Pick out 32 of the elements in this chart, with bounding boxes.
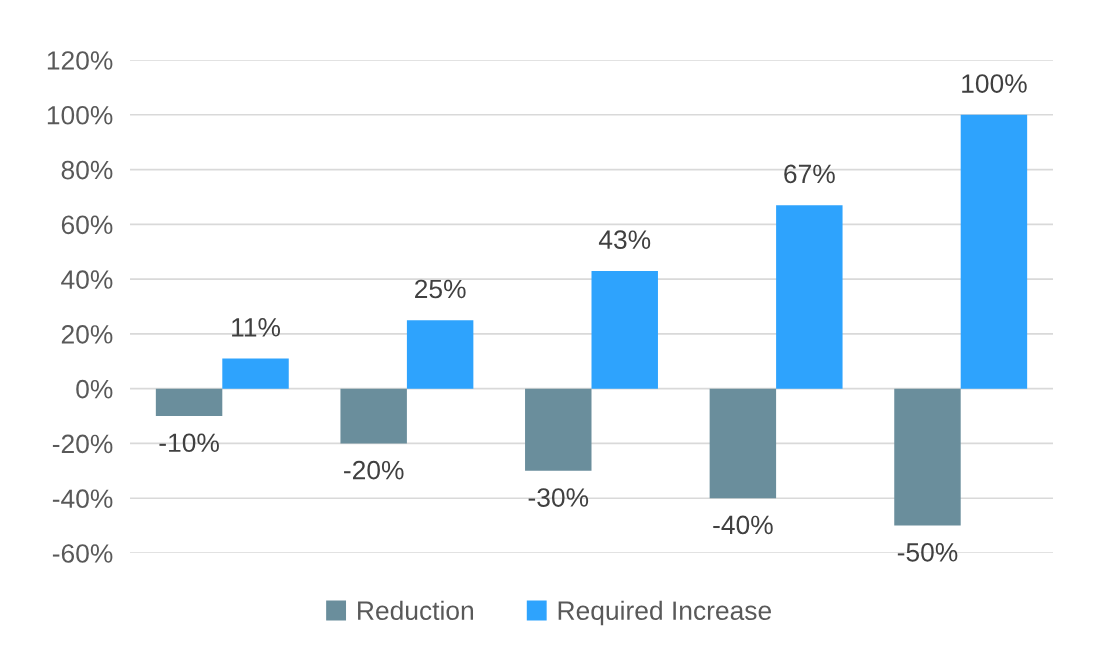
data-label: -40% xyxy=(713,515,773,535)
bar xyxy=(709,388,777,499)
data-label: -50% xyxy=(897,542,958,562)
bar xyxy=(155,388,223,417)
y-tick-label: 0% xyxy=(76,379,113,399)
bar xyxy=(340,388,407,444)
y-tick-label: 60% xyxy=(61,215,113,235)
data-label: -20% xyxy=(344,460,404,480)
data-label: -30% xyxy=(528,488,589,507)
legend-label: Reduction xyxy=(358,600,474,621)
data-label: 11% xyxy=(232,318,281,337)
bar xyxy=(776,205,843,389)
data-label: -10% xyxy=(159,433,219,453)
bar xyxy=(894,388,961,526)
y-tick-label: 120% xyxy=(47,51,113,70)
y-tick-label: -20% xyxy=(52,434,113,454)
data-label: 100% xyxy=(962,74,1027,93)
data-label: 43% xyxy=(598,230,651,250)
y-tick-label: -40% xyxy=(52,489,113,509)
bar xyxy=(406,320,474,389)
legend-label: Required Increase xyxy=(558,600,771,626)
bar xyxy=(525,388,592,471)
data-label: 25% xyxy=(415,279,466,299)
y-tick-label: 100% xyxy=(47,105,113,125)
y-tick-label: -60% xyxy=(52,544,113,563)
bar xyxy=(591,270,658,389)
y-tick-label: 40% xyxy=(61,270,113,289)
bar xyxy=(222,358,289,389)
y-tick-label: 80% xyxy=(61,160,113,180)
data-label: 67% xyxy=(784,164,835,184)
bar xyxy=(960,114,1028,389)
y-tick-label: 20% xyxy=(61,325,113,344)
